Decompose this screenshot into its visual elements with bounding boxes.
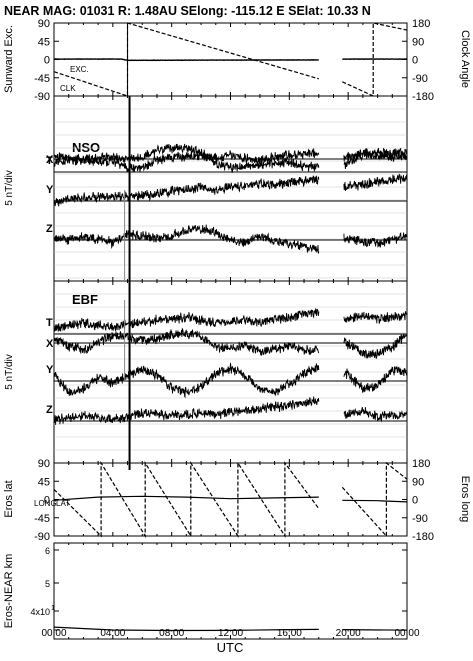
nso-trace-label-t: T <box>46 155 53 167</box>
eros-lat-tick-label: 0 <box>44 495 50 507</box>
nso-label: NSO <box>72 140 100 155</box>
ebf-trace-label-z: Z <box>46 404 53 416</box>
nso-trace-label-y: Y <box>46 184 54 196</box>
x-tick-label: 00:00 <box>394 628 419 639</box>
long-annotation: LONG <box>34 499 57 508</box>
ebf-trace-label-t: T <box>46 317 53 329</box>
eros-long-series-line <box>53 460 408 539</box>
ebf-trace-label-x: X <box>46 338 54 350</box>
angles-left-tick-label: -45 <box>34 73 50 85</box>
eros-lat-tick-label: -45 <box>34 513 50 525</box>
ebf-label: EBF <box>72 292 98 307</box>
clock-angle-axis-title: Clock Angle <box>459 30 471 88</box>
chart-marks: 90450-45-90180900-90-180EXC.CLKTXYZTXYZ9… <box>30 18 434 640</box>
eros-lat-tick-label: 45 <box>38 476 50 488</box>
angles-right-tick-label: -180 <box>412 91 434 103</box>
x-tick-label: 20:00 <box>336 628 361 639</box>
eros-lat-axis-title: Eros lat <box>3 480 15 517</box>
eros-long-tick-label: -180 <box>412 531 434 543</box>
eros-long-tick-label: 0 <box>412 495 418 507</box>
angles-left-tick-label: 45 <box>38 36 50 48</box>
nso-trace-label-z: Z <box>46 223 53 235</box>
exc-annotation: EXC. <box>70 65 89 74</box>
x-tick-label: 12:00 <box>218 628 243 639</box>
angles-right-tick-label: 90 <box>412 36 424 48</box>
ebf-series-z <box>53 396 408 425</box>
nso-series-z <box>53 224 408 254</box>
angles-left-tick-label: 90 <box>38 18 50 30</box>
lat-annotation: LAT <box>56 499 70 508</box>
clk-series-line <box>53 22 408 97</box>
range-tick-label: 4x10 <box>30 607 50 617</box>
range-tick-label: 5 <box>45 579 50 589</box>
x-tick-label: 16:00 <box>277 628 302 639</box>
eros-long-axis-title: Eros long <box>459 476 471 522</box>
nso-series-y <box>53 173 408 207</box>
angles-right-tick-label: -90 <box>412 73 428 85</box>
eros-lat-tick-label: 90 <box>38 458 50 470</box>
ebf-trace-label-y: Y <box>46 364 54 376</box>
ebf-series-t <box>53 308 408 333</box>
x-tick-label: 04:00 <box>100 628 125 639</box>
eros-lat-tick-label: -90 <box>34 531 50 543</box>
angles-left-tick-label: 0 <box>44 55 50 67</box>
ebf-series-x <box>53 327 408 360</box>
nso-trace-label-x: X <box>46 154 54 166</box>
x-tick-label: 08:00 <box>159 628 184 639</box>
range-axis-title: Eros-NEAR km <box>3 554 15 629</box>
angles-right-tick-label: 180 <box>412 18 430 30</box>
sunward-exc-axis-title: Sunward Exc. <box>3 25 15 93</box>
eros-long-tick-label: 90 <box>412 476 424 488</box>
range-tick-label: 6 <box>45 546 50 556</box>
eros-lat-series-line <box>53 495 408 503</box>
eros-long-tick-label: 180 <box>412 458 430 470</box>
clk-annotation: CLK <box>60 84 76 93</box>
x-tick-label: 00:00 <box>41 628 66 639</box>
angles-left-tick-label: -90 <box>34 91 50 103</box>
range-tick-exponent: 1 <box>51 605 55 612</box>
range-series-line <box>53 626 408 632</box>
exc-series-line <box>54 58 408 62</box>
nso-series-x <box>53 143 408 173</box>
utc-axis-title: UTC <box>217 640 244 655</box>
nso-axis-title: 5 nT/div <box>4 170 15 206</box>
ebf-axis-title: 5 nT/div <box>4 354 15 390</box>
figure-title: NEAR MAG: 01031 R: 1.48AU SElong: -115.1… <box>4 4 371 18</box>
ebf-series-y <box>53 362 408 399</box>
eros-long-tick-label: -90 <box>412 513 428 525</box>
angles-right-tick-label: 0 <box>412 55 418 67</box>
